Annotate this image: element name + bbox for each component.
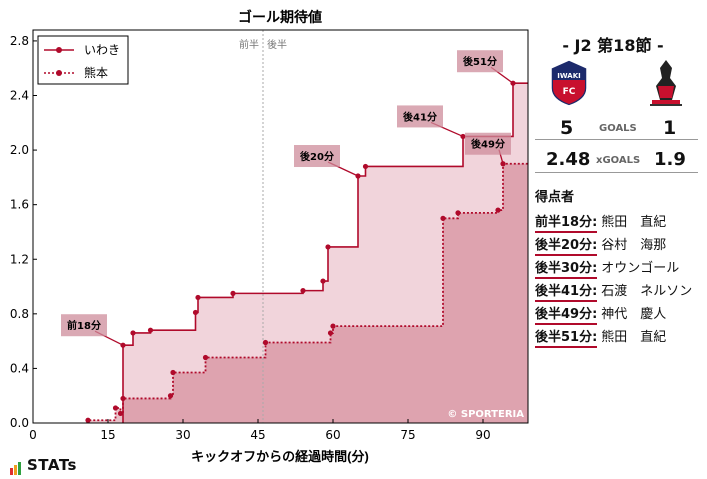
x-axis-label: キックオフからの経過時間(分) bbox=[191, 449, 369, 464]
xg-label: xGOALS bbox=[596, 155, 641, 166]
legend-marker bbox=[56, 70, 62, 76]
plot-frame bbox=[32, 29, 529, 424]
data-point bbox=[167, 393, 174, 399]
annotation-label: 後41分 bbox=[403, 110, 437, 123]
x-tick-label: 15 bbox=[100, 428, 115, 442]
x-tick-label: 30 bbox=[175, 428, 190, 442]
x-tick-label: 90 bbox=[475, 428, 490, 442]
x-tick-label: 0 bbox=[29, 428, 37, 442]
data-point bbox=[192, 309, 199, 316]
legend-label: 熊本 bbox=[84, 65, 108, 80]
divider bbox=[535, 172, 698, 173]
data-point bbox=[170, 369, 176, 376]
scorer-name: 神代 慶人 bbox=[601, 307, 667, 322]
data-point bbox=[112, 405, 119, 411]
chart-title: ゴール期待値 bbox=[238, 9, 322, 25]
x-tick-label: 45 bbox=[250, 428, 265, 442]
away-team-logo bbox=[646, 56, 686, 110]
halftime-label-first: 前半 bbox=[239, 38, 259, 51]
scorer-time: 後半49分: bbox=[535, 303, 598, 325]
home-xg: 2.48 bbox=[546, 149, 591, 170]
xg-chart: ゴール期待値 前半 後半 0.0 0.4 0.8 1.2 1.6 2.0 2.4 2.8 0 15 30… bbox=[10, 9, 529, 464]
scorer-time: 後半41分: bbox=[535, 280, 598, 302]
scorer-row: 前半18分: 熊田 直紀 bbox=[535, 211, 666, 233]
data-point bbox=[85, 417, 91, 423]
scorer-name: 熊田 直紀 bbox=[601, 215, 667, 230]
data-point bbox=[195, 294, 201, 301]
data-point bbox=[147, 327, 154, 333]
y-tick-label: 0.0 bbox=[10, 416, 29, 430]
divider bbox=[535, 139, 698, 140]
series-fill-1 bbox=[88, 163, 528, 423]
series-fill-0 bbox=[123, 83, 528, 423]
annotation-label: 前18分 bbox=[67, 319, 101, 332]
data-point bbox=[327, 330, 334, 336]
legend-box bbox=[37, 35, 129, 85]
scorer-time: 前半18分: bbox=[535, 211, 598, 233]
scorer-row: 後半41分: 石渡 ネルソン bbox=[535, 280, 692, 302]
scorer-name: 石渡 ネルソン bbox=[601, 284, 693, 299]
data-point bbox=[325, 244, 331, 250]
svg-text:IWAKI: IWAKI bbox=[557, 72, 580, 80]
data-point bbox=[120, 395, 126, 402]
scorer-row: 後半30分: オウンゴール bbox=[535, 257, 679, 279]
scorers-title: 得点者 bbox=[535, 190, 575, 205]
scorer-time: 後半51分: bbox=[535, 326, 598, 348]
data-point bbox=[262, 339, 269, 346]
data-point bbox=[440, 215, 446, 221]
match-title: - J2 第18節 - bbox=[562, 36, 664, 55]
legend-marker bbox=[56, 47, 62, 53]
data-point bbox=[117, 410, 124, 417]
annotation-box bbox=[457, 50, 503, 73]
data-point bbox=[320, 278, 326, 284]
x-tick-label: 60 bbox=[325, 428, 340, 442]
y-tick-label: 2.0 bbox=[10, 143, 29, 157]
halftime-label-second: 後半 bbox=[267, 38, 287, 51]
annotation-label: 後49分 bbox=[471, 138, 505, 151]
series-line-1 bbox=[87, 162, 528, 423]
away-goals: 1 bbox=[663, 117, 677, 139]
data-point bbox=[202, 354, 209, 361]
legend-label: いわき bbox=[84, 43, 120, 57]
scorer-row: 後半51分: 熊田 直紀 bbox=[535, 326, 666, 348]
annotation-box bbox=[294, 145, 340, 168]
data-point bbox=[230, 290, 236, 296]
goals-label: GOALS bbox=[599, 123, 637, 134]
scorer-name: 谷村 海那 bbox=[601, 238, 667, 253]
svg-text:FC: FC bbox=[563, 87, 576, 97]
data-point bbox=[330, 323, 336, 329]
home-team-logo: IWAKI FC bbox=[547, 58, 591, 108]
y-tick-label: 1.2 bbox=[10, 252, 29, 266]
scorer-row: 後半49分: 神代 慶人 bbox=[535, 303, 666, 325]
scorer-time: 後半20分: bbox=[535, 234, 598, 256]
data-point bbox=[455, 210, 461, 216]
annotation-label: 後51分 bbox=[463, 55, 497, 68]
stats-bars-icon bbox=[10, 457, 22, 475]
annotation-box bbox=[397, 105, 443, 128]
y-tick-label: 2.8 bbox=[10, 34, 29, 48]
scorer-name: オウンゴール bbox=[601, 261, 680, 276]
watermark: © SPORTERIA bbox=[447, 409, 524, 420]
annotation-label: 後20分 bbox=[300, 150, 334, 163]
scorer-time: 後半30分: bbox=[535, 257, 598, 279]
annotation-box bbox=[61, 314, 107, 337]
data-point bbox=[130, 330, 136, 336]
x-tick-label: 75 bbox=[400, 428, 415, 442]
data-point bbox=[300, 288, 306, 294]
y-tick-label: 0.4 bbox=[10, 361, 29, 375]
data-point bbox=[495, 207, 501, 213]
away-xg: 1.9 bbox=[654, 149, 686, 170]
annotation-box bbox=[465, 132, 511, 155]
y-tick-label: 0.8 bbox=[10, 307, 29, 321]
y-tick-label: 2.4 bbox=[10, 89, 29, 103]
brand-name: STATs bbox=[27, 456, 77, 474]
scorer-row: 後半20分: 谷村 海那 bbox=[535, 234, 666, 256]
y-tick-label: 1.6 bbox=[10, 198, 29, 212]
stats-logo: STATs bbox=[10, 456, 77, 475]
data-point bbox=[362, 163, 369, 170]
home-goals: 5 bbox=[560, 117, 574, 139]
scorer-name: 熊田 直紀 bbox=[601, 330, 667, 345]
